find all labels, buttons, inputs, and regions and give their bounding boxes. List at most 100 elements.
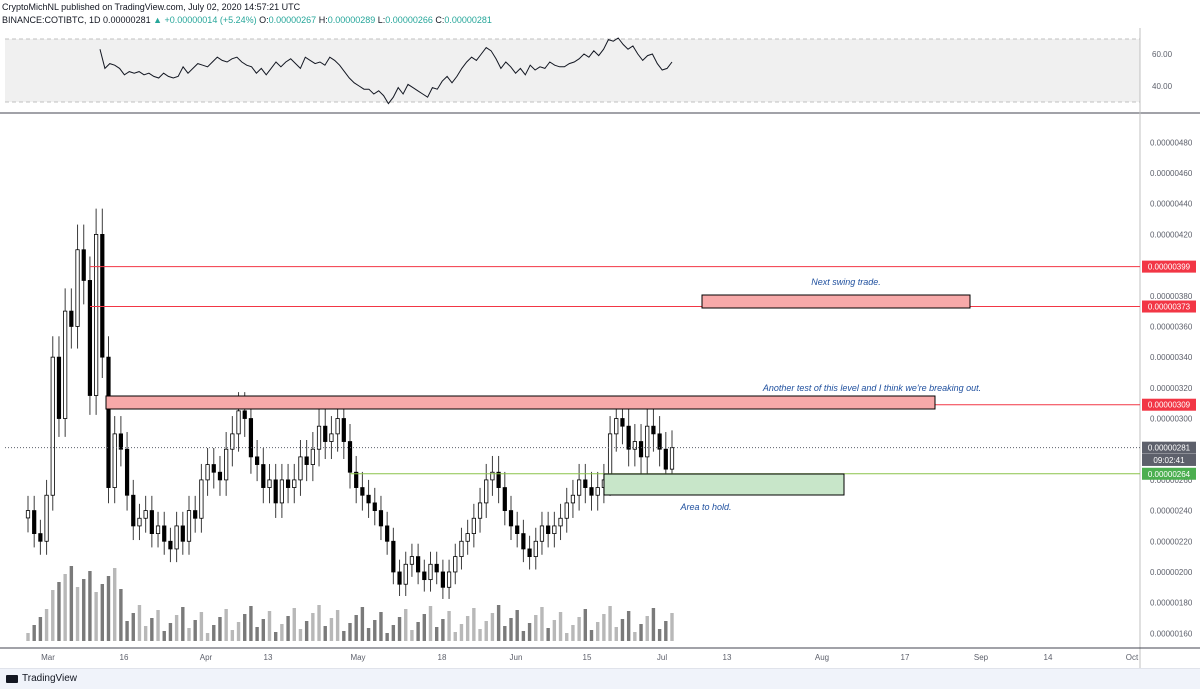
- price-tick-label: 0.00000220: [1150, 537, 1193, 546]
- volume-bar: [478, 629, 482, 641]
- price-tick-label: 0.00000180: [1150, 599, 1193, 608]
- resistance-zone[interactable]: [105, 395, 936, 410]
- volume-bar: [385, 633, 389, 641]
- candle-body: [341, 418, 346, 442]
- volume-bar: [267, 611, 272, 641]
- volume-bar: [552, 620, 557, 641]
- candle-body: [403, 563, 408, 585]
- candle-body: [298, 456, 303, 481]
- candle-body: [174, 525, 179, 550]
- candle-body: [25, 510, 31, 519]
- candle-body: [589, 487, 594, 496]
- volume-bar: [503, 626, 507, 641]
- note-next-swing: Next swing trade.: [811, 277, 881, 287]
- candle-body: [453, 556, 458, 573]
- candle-body: [81, 249, 86, 281]
- candle-body: [446, 571, 452, 588]
- volume-bar: [261, 619, 266, 641]
- volume-bar: [143, 626, 148, 641]
- candle-body: [409, 556, 415, 565]
- tradingview-logo[interactable]: TradingView: [6, 673, 77, 684]
- price-tick-label: 0.00000380: [1150, 292, 1193, 301]
- open-value: 0.00000267: [268, 15, 317, 25]
- candle-body: [124, 448, 130, 496]
- candle-body: [304, 456, 309, 465]
- volume-bar: [131, 613, 135, 641]
- candle-body: [477, 502, 483, 519]
- candle-body: [465, 533, 470, 542]
- price-tick-label: 0.00000460: [1150, 169, 1193, 178]
- volume-bar: [447, 611, 451, 641]
- price-label-text: 0.00000281: [1148, 444, 1191, 453]
- volume-bar: [472, 608, 476, 641]
- candle-body: [366, 494, 371, 504]
- candle-body: [471, 517, 476, 534]
- price-label-tag: [1142, 453, 1196, 466]
- candle-body: [236, 410, 241, 435]
- volume-bar: [633, 632, 637, 641]
- volume-bar: [595, 622, 600, 641]
- volume-bar: [100, 584, 105, 641]
- candle-body: [329, 433, 334, 442]
- candle-body: [205, 464, 210, 481]
- volume-bar: [168, 623, 173, 641]
- volume-bar: [664, 621, 668, 641]
- rsi-tick-label: 60.00: [1152, 50, 1173, 59]
- volume-bar: [181, 607, 185, 641]
- volume-bar: [614, 627, 618, 641]
- candle-body: [323, 425, 328, 442]
- volume-bar: [577, 617, 581, 641]
- candle-body: [193, 510, 198, 519]
- rsi-band: [5, 39, 1140, 102]
- price-label-tag: [1142, 441, 1196, 454]
- candle-body: [149, 510, 154, 534]
- price-label-text: 0.00000399: [1148, 263, 1191, 272]
- volume-bar: [137, 605, 142, 641]
- candle-body: [583, 479, 588, 488]
- volume-bar: [63, 574, 67, 641]
- volume-bar: [546, 628, 550, 641]
- volume-bar: [224, 609, 228, 641]
- support-zone[interactable]: [603, 473, 845, 496]
- price-tick-label: 0.00000480: [1150, 138, 1193, 147]
- high-label: H:: [318, 15, 328, 25]
- candle-body: [416, 556, 421, 573]
- candle-body: [397, 571, 402, 585]
- price-label-text: 0.00000373: [1148, 303, 1191, 312]
- price-label-tag: [1142, 260, 1196, 273]
- price-tick-label: 0.00000320: [1150, 384, 1193, 393]
- candle-body: [87, 280, 93, 396]
- time-tick-label: 13: [264, 653, 273, 662]
- volume-bar: [88, 571, 92, 641]
- candle-body: [347, 441, 353, 473]
- candle-body: [94, 234, 99, 396]
- volume-bar: [521, 631, 526, 641]
- time-tick-label: Jul: [657, 653, 667, 662]
- rsi-tick-label: 40.00: [1152, 82, 1173, 91]
- publish-info: CryptoMichNL published on TradingView.co…: [2, 2, 301, 12]
- candle-body: [502, 487, 507, 511]
- price-label-tag: [1142, 300, 1196, 313]
- swing-target-zone[interactable]: [701, 294, 971, 309]
- volume-bar: [304, 621, 309, 641]
- volume-bar: [329, 618, 334, 641]
- volume-bar: [428, 606, 433, 641]
- candle-body: [490, 471, 495, 481]
- volume-bar: [490, 613, 495, 641]
- volume-bar: [434, 627, 439, 641]
- candle-body: [100, 234, 105, 358]
- candle-body: [614, 418, 619, 435]
- last-price: 0.00000281: [103, 15, 151, 25]
- volume-bar: [645, 616, 649, 641]
- candle-body: [168, 540, 173, 550]
- volume-bar: [571, 625, 575, 641]
- time-tick-label: 18: [438, 653, 447, 662]
- candle-body: [75, 249, 80, 327]
- candle-body: [292, 479, 297, 488]
- candle-body: [335, 418, 340, 435]
- volume-bar: [422, 614, 427, 641]
- footer-bar: TradingView: [0, 668, 1200, 689]
- symbol-label: BINANCE:COTIBTC, 1D: [2, 15, 101, 25]
- low-value: 0.00000266: [385, 15, 433, 25]
